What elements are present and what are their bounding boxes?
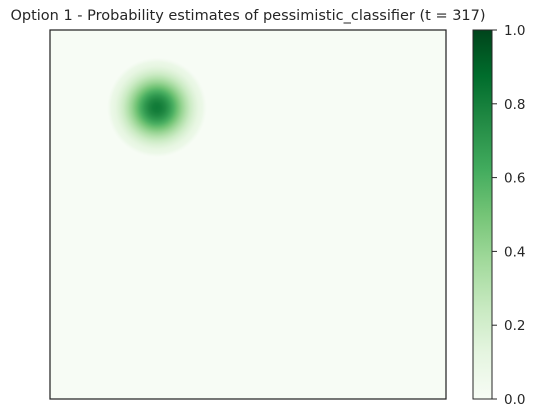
colorbar: 0.0 0.2 0.4 0.6 0.8 1.0	[472, 23, 525, 408]
plot-area	[49, 29, 447, 400]
colorbar-frame	[472, 29, 493, 400]
colorbar-tick-label-5: 1.0	[504, 23, 525, 39]
colorbar-tick-label-3: 0.6	[504, 171, 525, 187]
colorbar-tick-label-0: 0.0	[504, 392, 525, 408]
blob-layer	[107, 57, 207, 158]
colorbar-gradient	[473, 30, 492, 399]
chart-title: Option 1 - Probability estimates of pess…	[10, 8, 485, 24]
heatmap-background	[50, 30, 446, 399]
plot-frame	[49, 29, 447, 400]
colorbar-tick-label-2: 0.4	[504, 244, 525, 260]
colorbar-tick-label-4: 0.8	[504, 97, 525, 113]
colorbar-tick-label-1: 0.2	[504, 318, 525, 334]
colorbar-ticks: 0.0 0.2 0.4 0.6 0.8 1.0	[492, 23, 525, 408]
probability-blob-0	[107, 57, 207, 158]
